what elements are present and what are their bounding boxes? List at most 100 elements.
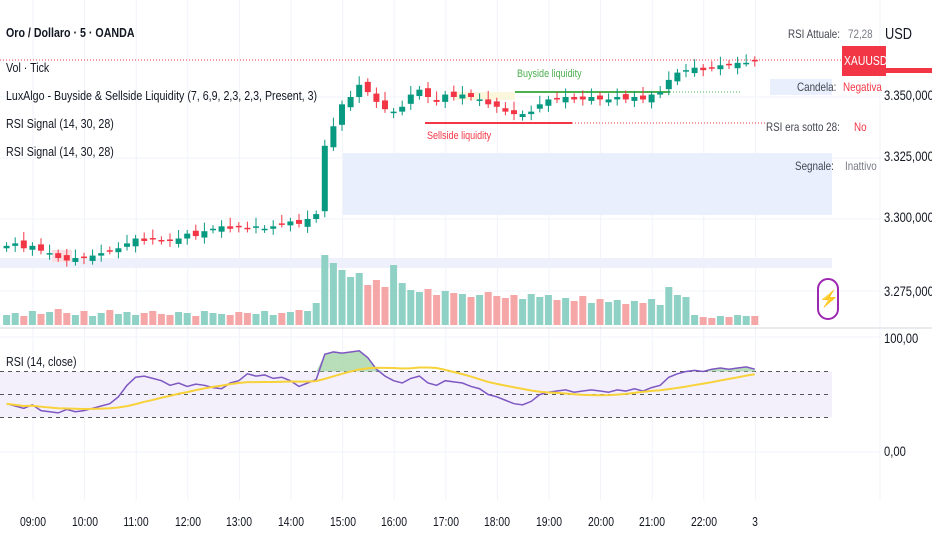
volume-bar [252,314,260,325]
candle [433,99,440,102]
volume-bar [71,315,79,325]
candle [227,226,234,229]
candle [356,84,363,97]
volume-bar [295,310,303,325]
rsi-pane-label[interactable]: RSI (14, close) [6,354,77,369]
indicator-liquidity[interactable]: LuxAlgo - Buyside & Sellside Liquidity (… [6,88,318,103]
candle [201,231,208,238]
time-tick: 20:00 [587,514,614,529]
volume-bar [37,314,45,325]
candle [407,94,414,104]
candle [450,91,457,97]
volume-bar [243,313,251,325]
candle [597,95,603,100]
candle [648,94,655,103]
volume-bar [209,313,217,325]
candle [691,67,698,74]
candle [304,219,311,227]
candle [149,238,156,240]
candle [55,253,62,259]
candle [554,97,560,100]
volume-bar [648,299,656,325]
candle [459,94,466,99]
candle [665,79,672,90]
candle [640,95,646,100]
candle [158,239,165,242]
candle [511,110,517,115]
volume-bar [691,315,699,325]
table-value-signal: Inattivo [845,159,877,173]
candle [382,100,388,110]
volume-bar [699,317,707,325]
lightning-alert-icon[interactable]: ⚡ [817,278,839,320]
volume-bar [149,311,157,325]
candle [399,106,406,112]
candle [253,226,259,228]
volume-bar [596,299,604,325]
volume-bar [458,294,466,325]
volume-bar [261,311,269,325]
candle [244,227,251,230]
time-tick: 10:00 [71,514,98,529]
time-tick: 19:00 [535,514,563,529]
volume-bar [613,300,621,325]
candle [726,63,732,66]
candle [605,99,612,103]
indicator-rsi-signal-2[interactable]: RSI Signal (14, 30, 28) [6,144,114,159]
volume-bar [407,290,415,325]
volume-bar [54,309,62,325]
volume-bar [200,311,208,325]
volume-bar [467,297,475,325]
table-label-candle: Candela: [797,80,837,94]
volume-bar [63,313,71,325]
volume-bar [587,303,595,325]
volume-bar [364,285,372,325]
volume-bar [338,270,346,325]
sellside-liquidity-label: Sellside liquidity [427,130,492,142]
volume-bar [441,291,449,325]
candle [347,97,354,108]
time-tick: 17:00 [432,514,459,529]
rsi-tick: 0,00 [884,443,906,459]
volume-bar [235,312,243,325]
volume-bar [716,316,724,325]
volume-bar [579,296,587,325]
volume-bar [493,296,501,325]
volume-bar [28,311,36,325]
time-tick: 14:00 [277,514,305,529]
price-tick: 3.275,000 [884,283,932,299]
volume-bar [106,310,114,325]
volume-bar [372,280,380,325]
symbol-title[interactable]: Oro / Dollaro · 5 · OANDA [6,25,135,40]
volume-bar [97,313,105,325]
candle [485,99,492,105]
time-tick: 3 [752,514,759,529]
candle [468,93,474,97]
candle [700,67,707,71]
candle [12,243,19,246]
table-value-candle: Negativa [843,80,882,94]
candle [20,240,27,249]
rsi-line [6,350,755,414]
candle [390,111,397,114]
volume-bar [80,311,88,325]
currency-label[interactable]: USD [885,26,913,43]
time-tick: 15:00 [329,514,356,529]
candle [562,97,569,103]
candle [141,238,148,241]
volume-bar [183,313,191,325]
volume-bar [450,293,458,325]
candle [218,226,225,232]
candle [743,62,750,65]
volume-bar [3,315,11,325]
volume-bar [484,292,492,325]
candle [192,230,199,237]
volume-bar [519,299,527,325]
indicator-rsi-signal-1[interactable]: RSI Signal (14, 30, 28) [6,116,114,131]
volume-bar [175,312,183,325]
volume-bar [536,297,544,325]
candle [579,96,586,100]
indicator-volume[interactable]: Vol · Tick [6,60,50,75]
volume-bar [742,316,750,325]
